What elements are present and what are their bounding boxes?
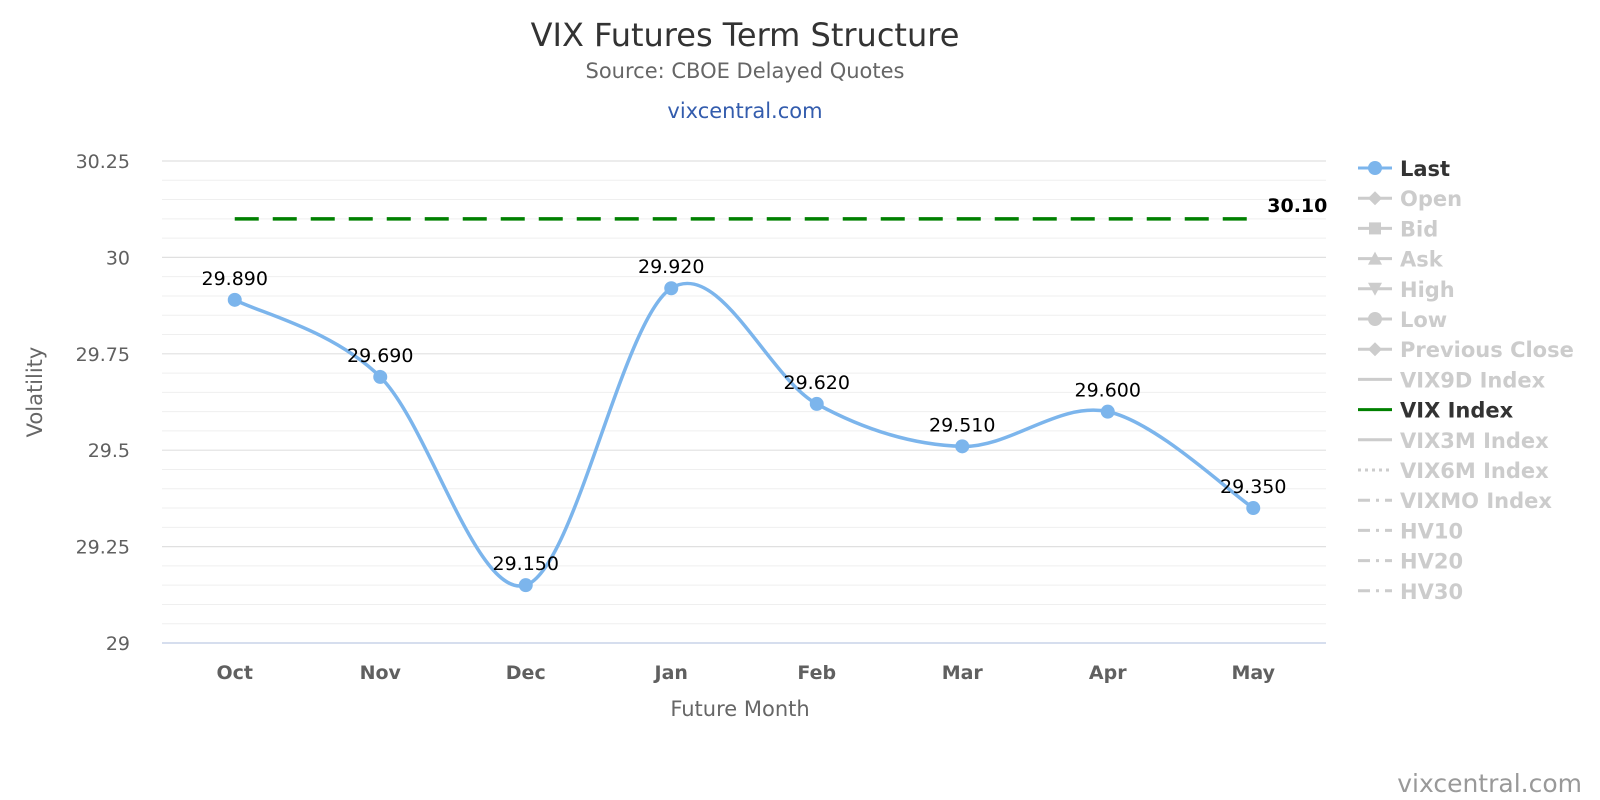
y-tick-label: 30.25 — [76, 151, 130, 173]
last-data-label: 29.350 — [1220, 476, 1286, 498]
legend-label: VIX6M Index — [1400, 459, 1549, 483]
legend-marker-triangle — [1368, 251, 1382, 265]
vix-index-value-label: 30.10 — [1267, 195, 1327, 217]
legend-item-last[interactable]: Last — [1358, 157, 1450, 181]
x-tick-label: Mar — [942, 662, 984, 684]
last-data-label: 29.600 — [1075, 380, 1141, 402]
legend-item-hv20[interactable]: HV20 — [1358, 550, 1463, 574]
legend-item-previous-close[interactable]: Previous Close — [1358, 338, 1574, 362]
y-axis: 29 29.25 29.5 29.75 30 30.25 — [76, 151, 130, 655]
x-tick-label: Oct — [217, 662, 254, 684]
legend-label: HV30 — [1400, 580, 1463, 604]
legend-label: Bid — [1400, 217, 1438, 241]
legend-label: Low — [1400, 308, 1447, 332]
last-data-point[interactable] — [227, 292, 242, 307]
y-tick-label: 30 — [106, 247, 130, 269]
last-data-point[interactable] — [955, 439, 970, 454]
x-axis-title: Future Month — [670, 697, 809, 721]
last-data-label: 29.620 — [784, 372, 850, 394]
credit-text[interactable]: vixcentral.com — [1397, 769, 1582, 798]
legend-marker-diamond — [1368, 342, 1382, 357]
legend-item-low[interactable]: Low — [1358, 308, 1447, 332]
last-data-point[interactable] — [373, 369, 388, 384]
last-data-label: 29.890 — [202, 268, 268, 290]
legend-item-vix9d-index[interactable]: VIX9D Index — [1358, 368, 1546, 392]
grid-lines — [162, 160, 1326, 644]
y-tick-label: 29.5 — [88, 440, 130, 462]
legend-label: Ask — [1400, 248, 1444, 272]
last-data-point[interactable] — [1246, 501, 1261, 516]
chart-title: VIX Futures Term Structure — [531, 16, 960, 54]
y-tick-label: 29.25 — [76, 537, 130, 559]
x-axis: Oct Nov Dec Jan Feb Mar Apr May — [217, 662, 1276, 684]
last-series-line[interactable] — [233, 281, 1255, 588]
last-data-label: 29.150 — [493, 553, 559, 575]
x-tick-label: Jan — [653, 662, 688, 684]
legend-item-bid[interactable]: Bid — [1358, 217, 1438, 241]
chart-subtitle: Source: CBOE Delayed Quotes — [586, 59, 905, 83]
legend-label: High — [1400, 278, 1455, 302]
legend-item-hv10[interactable]: HV10 — [1358, 519, 1463, 543]
legend-label: VIXMO Index — [1400, 489, 1552, 513]
legend-label: VIX Index — [1400, 399, 1514, 423]
legend-item-vix-index[interactable]: VIX Index — [1358, 399, 1514, 423]
legend: Last Open Bid Ask High Low Previous Close VIX9D… — [1358, 157, 1574, 604]
legend-marker-diamond — [1368, 191, 1382, 206]
last-data-point[interactable] — [1100, 404, 1115, 419]
plot-series: 30.10 29.890 29.690 29.150 29.920 29.620 29.51… — [202, 195, 1327, 593]
legend-item-vix3m-index[interactable]: VIX3M Index — [1358, 429, 1549, 453]
legend-label: Last — [1400, 157, 1450, 181]
y-axis-title: Volatility — [23, 347, 47, 438]
x-tick-label: Dec — [506, 662, 546, 684]
x-tick-label: Feb — [797, 662, 836, 684]
legend-item-ask[interactable]: Ask — [1358, 248, 1444, 272]
legend-marker-triangle-down — [1368, 282, 1382, 296]
legend-item-high[interactable]: High — [1358, 278, 1455, 302]
legend-item-vix6m-index[interactable]: VIX6M Index — [1358, 459, 1549, 483]
y-tick-label: 29.75 — [76, 344, 130, 366]
legend-label: Open — [1400, 187, 1462, 211]
legend-label: HV20 — [1400, 550, 1463, 574]
last-data-point[interactable] — [518, 578, 533, 593]
last-data-label: 29.510 — [929, 414, 995, 436]
legend-marker-circle — [1368, 161, 1382, 175]
legend-item-open[interactable]: Open — [1358, 187, 1462, 211]
last-data-point[interactable] — [664, 281, 679, 296]
legend-marker-circle — [1368, 312, 1382, 326]
legend-label: VIX3M Index — [1400, 429, 1549, 453]
last-data-point[interactable] — [809, 396, 824, 411]
y-tick-label: 29 — [106, 633, 130, 655]
site-link[interactable]: vixcentral.com — [667, 99, 822, 123]
x-tick-label: May — [1231, 662, 1275, 684]
legend-item-hv30[interactable]: HV30 — [1358, 580, 1463, 604]
legend-item-vixmo-index[interactable]: VIXMO Index — [1358, 489, 1552, 513]
legend-label: Previous Close — [1400, 338, 1574, 362]
x-tick-label: Nov — [360, 662, 402, 684]
last-data-label: 29.690 — [347, 345, 413, 367]
legend-label: HV10 — [1400, 519, 1463, 543]
last-data-label: 29.920 — [638, 256, 704, 278]
x-tick-label: Apr — [1089, 662, 1127, 684]
legend-marker-square — [1369, 222, 1381, 235]
legend-label: VIX9D Index — [1400, 368, 1546, 392]
